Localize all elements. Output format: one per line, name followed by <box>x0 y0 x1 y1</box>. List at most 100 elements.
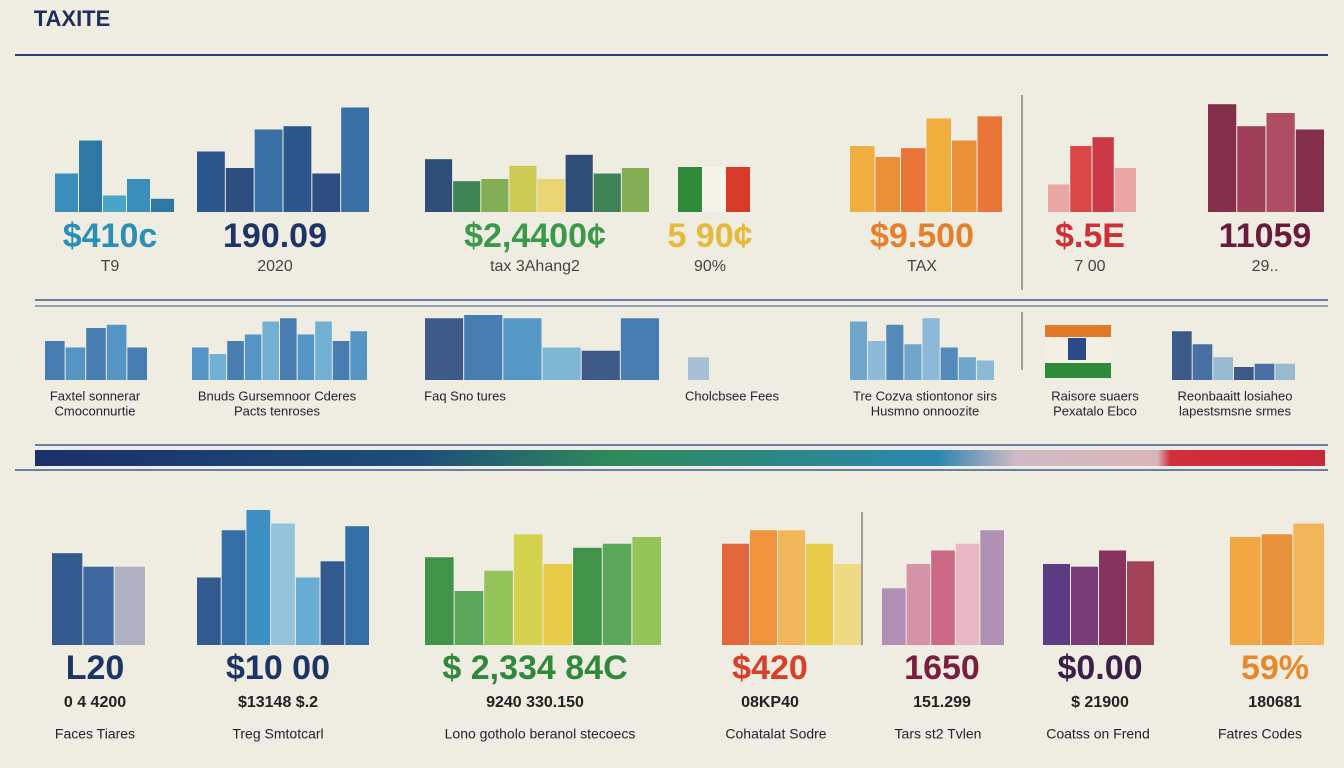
decor-bar <box>901 148 926 212</box>
decor-bar <box>868 341 886 380</box>
decor-bar <box>688 357 709 380</box>
decor-bar <box>453 181 481 212</box>
decor-bar <box>86 328 106 380</box>
panel-sub: $ 21900 <box>1071 694 1129 711</box>
decor-bar <box>922 318 940 380</box>
decor-bar <box>1114 168 1136 212</box>
decor-bar <box>454 591 484 645</box>
panel-sub: 151.299 <box>913 694 971 711</box>
decor-bar <box>271 523 295 645</box>
decor-bar <box>197 151 225 212</box>
decor-bar <box>542 347 581 380</box>
panel-value: L20 <box>66 649 125 687</box>
panel-label: Pexatalo Ebco <box>1053 403 1137 418</box>
decor-bar <box>1172 331 1192 380</box>
decor-bar <box>955 543 980 645</box>
panel-sub: 7 00 <box>1074 258 1105 275</box>
panel-value: $0.00 <box>1057 649 1142 687</box>
panel-value: $10 00 <box>226 649 330 687</box>
panel-value: $ 2,334 84C <box>442 649 627 687</box>
decor-bar <box>425 318 464 380</box>
decor-bar <box>503 318 542 380</box>
decor-bar <box>151 198 174 212</box>
decor-bar <box>55 173 78 212</box>
panel-sub: 29.. <box>1252 258 1279 275</box>
decor-bar <box>464 315 503 380</box>
decor-bar <box>254 129 283 212</box>
decor-bar <box>315 321 332 380</box>
decor-bar <box>345 526 369 645</box>
decor-bar <box>565 154 593 212</box>
panel-value: 59% <box>1241 649 1309 687</box>
decor-bar <box>537 179 565 212</box>
decor-bar <box>904 344 922 380</box>
decor-bar <box>1261 534 1293 645</box>
decor-bar <box>225 168 254 212</box>
decor-bar <box>192 347 209 380</box>
decor-bar <box>1192 344 1213 380</box>
decor-bar <box>246 510 271 645</box>
panel-value: $.5E <box>1055 217 1125 255</box>
decor-bar <box>926 118 951 212</box>
decor-bar <box>1043 564 1070 645</box>
decor-bar <box>806 543 833 645</box>
decor-bar <box>834 564 861 645</box>
decor-bar <box>593 173 621 212</box>
decor-bar <box>850 321 868 380</box>
decor-bar <box>1275 363 1295 380</box>
panel-label: Treg Smtotcarl <box>232 726 323 742</box>
decor-bar <box>332 341 350 380</box>
panel-sub: tax 3Ahang2 <box>490 258 580 275</box>
flag <box>678 167 1111 378</box>
panel-value: 5 90¢ <box>667 217 752 255</box>
decor-bar <box>227 341 244 380</box>
decor-bar <box>484 570 513 645</box>
panel-label: Lono gotholo beranol stecoecs <box>445 726 636 742</box>
panel-value: 190.09 <box>223 217 327 255</box>
decor-bar <box>1099 550 1126 645</box>
decor-bar <box>1070 146 1092 212</box>
decor-bar <box>103 195 126 212</box>
decor-bar <box>952 140 977 212</box>
decor-bar <box>958 357 976 380</box>
decor-bar <box>52 553 83 645</box>
panel-value: $9.500 <box>870 217 974 255</box>
decor-bar <box>1266 113 1295 212</box>
decor-bar <box>573 547 602 645</box>
panel-value: 1650 <box>904 649 980 687</box>
panel-sub: 0 4 4200 <box>64 694 126 711</box>
decor-bar <box>283 126 312 212</box>
decor-bar <box>886 324 904 380</box>
decor-bar <box>297 334 315 380</box>
panel-sub: $13148 $.2 <box>238 694 318 711</box>
decor-bar <box>280 318 297 380</box>
decor-bar <box>1295 129 1324 212</box>
decor-bar <box>1048 184 1070 212</box>
decor-bar <box>980 530 1004 645</box>
decor-bar <box>1234 367 1254 380</box>
decor-bar <box>312 173 341 212</box>
decor-bar <box>750 530 777 645</box>
decor-bar <box>106 324 127 380</box>
decor-bar <box>262 321 279 380</box>
decor-bar <box>875 157 900 212</box>
decor-bar <box>722 543 749 645</box>
decor-bar <box>1213 357 1233 380</box>
panel-value: $410c <box>63 217 158 255</box>
decor-bar <box>65 347 86 380</box>
panel-label: Tre Cozva stiontonor sirs <box>853 388 998 403</box>
panel-sub: 08KP40 <box>741 694 799 711</box>
decor-bar <box>1237 126 1266 212</box>
panel-label: Faces Tiares <box>55 726 135 742</box>
panel-label: lapestsmsne srmes <box>1179 403 1291 418</box>
decor-bar <box>221 530 246 645</box>
decor-bar <box>209 354 227 380</box>
decor-bar <box>295 577 320 645</box>
panel-label: Fatres Codes <box>1218 726 1302 742</box>
decor-bar <box>931 550 955 645</box>
panel-label: Coatss on Frend <box>1046 726 1150 742</box>
decor-bar <box>350 331 367 380</box>
panel-sub: 9240 330.150 <box>486 694 584 711</box>
decor-bar <box>244 334 262 380</box>
decor-bar <box>83 566 114 645</box>
